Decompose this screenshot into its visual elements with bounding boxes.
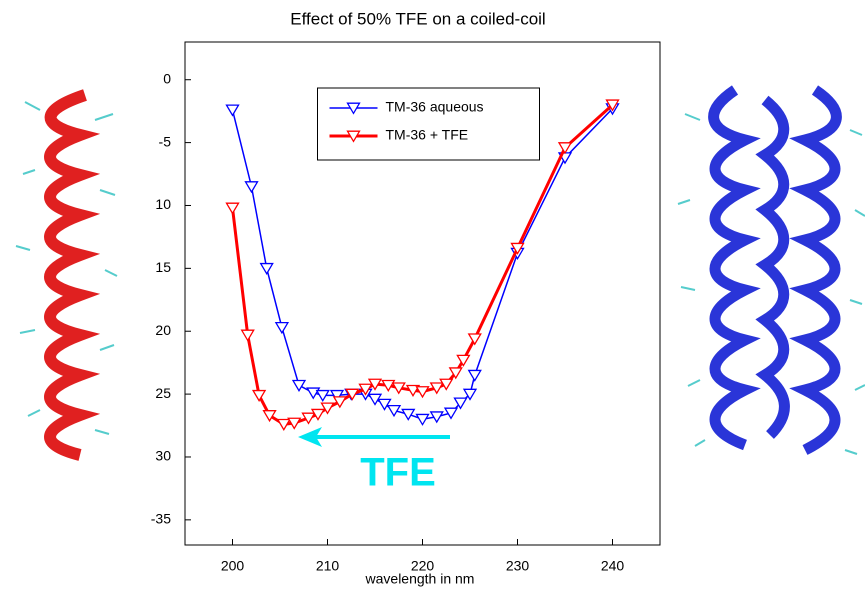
data-point <box>401 408 416 421</box>
legend-marker <box>346 130 361 143</box>
data-point <box>429 411 444 424</box>
data-point <box>510 242 525 255</box>
data-point <box>301 412 316 425</box>
data-point <box>377 398 392 411</box>
y-tick-label: -5 <box>159 133 172 149</box>
y-tick-label: 0 <box>163 70 171 86</box>
legend-label: TM-36 aqueous <box>386 99 484 115</box>
data-point <box>386 404 402 418</box>
data-point <box>405 384 421 398</box>
data-point <box>439 378 454 391</box>
data-point <box>225 104 240 117</box>
data-point <box>291 379 307 392</box>
data-point <box>306 387 321 400</box>
data-point <box>251 389 267 403</box>
data-point <box>329 389 345 403</box>
data-point <box>287 417 302 430</box>
data-point <box>259 262 274 276</box>
data-point <box>262 410 277 423</box>
y-tick-label: 25 <box>155 385 171 401</box>
data-point <box>443 407 459 420</box>
y-tick-label: 10 <box>155 196 171 212</box>
chart-title: Effect of 50% TFE on a coiled-coil <box>290 9 545 28</box>
data-point <box>456 354 471 367</box>
x-tick-label: 220 <box>411 558 435 574</box>
data-point <box>415 386 430 399</box>
y-tick-label: -35 <box>151 511 171 527</box>
legend-label: TM-36 + TFE <box>386 127 469 143</box>
data-point <box>240 329 255 342</box>
data-point <box>557 142 573 155</box>
x-tick-label: 230 <box>506 558 530 574</box>
data-point <box>310 408 326 421</box>
data-point <box>429 382 444 395</box>
x-tick-label: 240 <box>601 558 625 574</box>
data-point <box>381 379 396 392</box>
data-point <box>320 402 335 415</box>
data-point <box>467 369 482 382</box>
x-tick-label: 210 <box>316 558 340 574</box>
data-point <box>358 383 373 396</box>
data-point <box>605 99 620 112</box>
y-tick-label: 30 <box>155 448 171 464</box>
data-point <box>315 389 330 403</box>
data-point <box>415 413 430 426</box>
data-point <box>274 322 290 335</box>
data-point <box>453 397 468 410</box>
x-axis-label: wavelength in nm <box>365 571 475 587</box>
legend-box <box>317 87 540 161</box>
annotation: TFE <box>360 451 436 495</box>
data-point <box>332 396 347 409</box>
annotation-arrowhead <box>298 427 322 447</box>
coiled-coil-illustration <box>677 85 865 455</box>
legend-marker <box>346 102 361 115</box>
data-point <box>345 388 360 401</box>
data-point <box>462 388 478 401</box>
data-point <box>244 181 259 194</box>
data-point <box>225 202 240 215</box>
x-tick-label: 200 <box>221 558 245 574</box>
y-tick-label: 15 <box>155 259 171 275</box>
data-point <box>467 333 482 346</box>
helix-illustration <box>15 89 118 461</box>
data-point <box>448 367 463 380</box>
data-point <box>391 382 406 395</box>
data-point <box>276 418 291 431</box>
data-point <box>367 378 383 391</box>
y-tick-label: 20 <box>155 322 171 338</box>
